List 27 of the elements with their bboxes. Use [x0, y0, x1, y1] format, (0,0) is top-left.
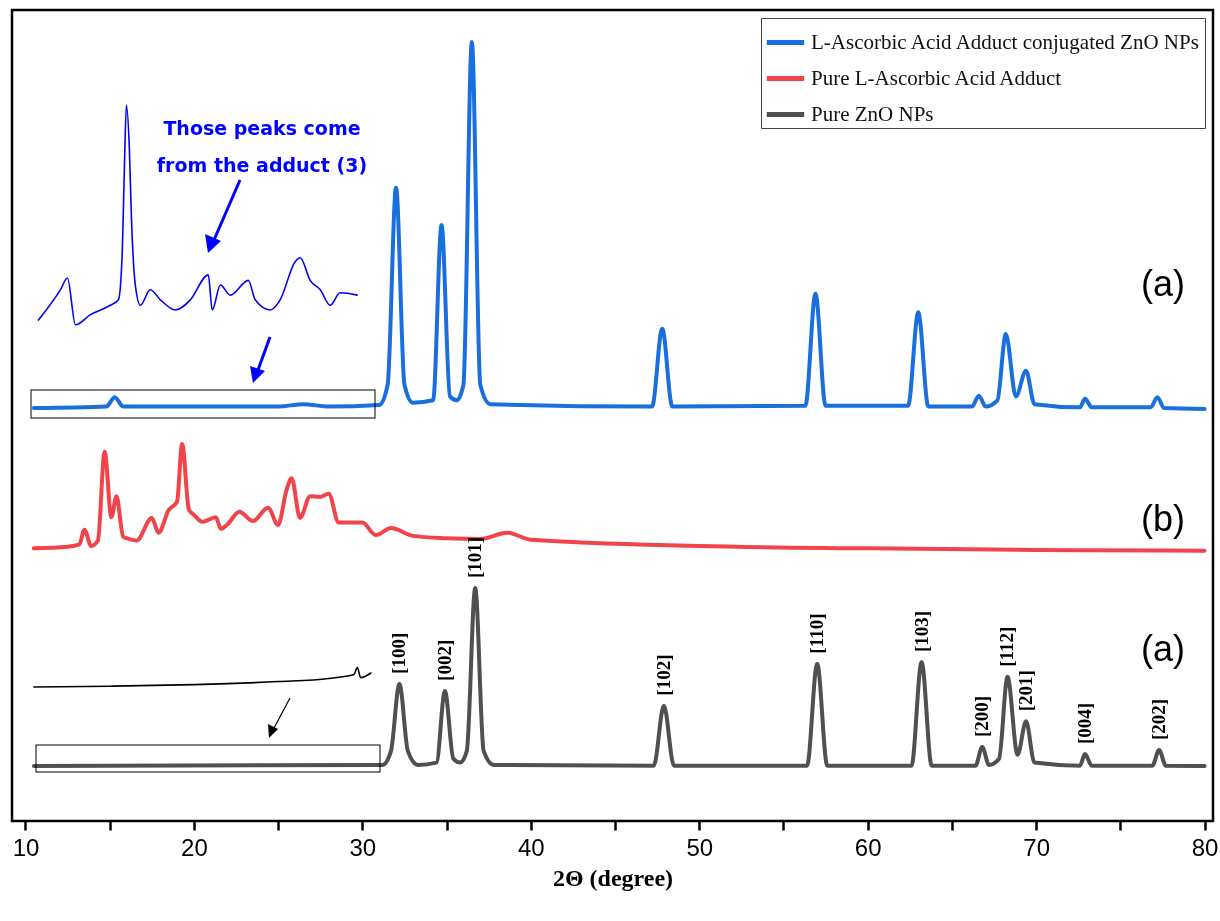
annotation: [110] — [806, 613, 828, 654]
legend-label: Pure L-Ascorbic Acid Adduct — [811, 65, 1062, 90]
x-tick-label: 80 — [1191, 833, 1219, 861]
annotation: [112] — [996, 626, 1018, 667]
annotation: [002] — [433, 639, 455, 681]
x-tick-label: 20 — [181, 833, 208, 861]
x-tick-label: 10 — [12, 833, 40, 861]
annotation: [102] — [652, 654, 674, 696]
legend-label: Pure ZnO NPs — [811, 101, 934, 126]
annotation: (b) — [1141, 498, 1185, 539]
annotation: [201] — [1015, 670, 1037, 712]
x-axis-title: 2Θ (degree) — [552, 864, 674, 891]
x-tick-label: 60 — [854, 833, 882, 861]
annotation: [100] — [388, 632, 410, 674]
annotation: (a) — [1141, 628, 1185, 669]
x-tick-label: 40 — [517, 833, 545, 861]
annotation: [101] — [464, 536, 486, 579]
x-tick-label: 70 — [1023, 833, 1050, 861]
x-tick-label: 30 — [349, 833, 377, 861]
legend-label: L-Ascorbic Acid Adduct conjugated ZnO NPs — [811, 29, 1199, 54]
x-tick-label: 50 — [686, 833, 714, 861]
annotation: [202] — [1148, 698, 1170, 741]
annotation: [103] — [910, 610, 932, 653]
annotation: Those peaks come from the adduct (3) — [156, 117, 368, 176]
annotation: [200] — [971, 695, 993, 737]
annotation: (a) — [1141, 263, 1185, 304]
annotation: [004] — [1073, 702, 1095, 744]
